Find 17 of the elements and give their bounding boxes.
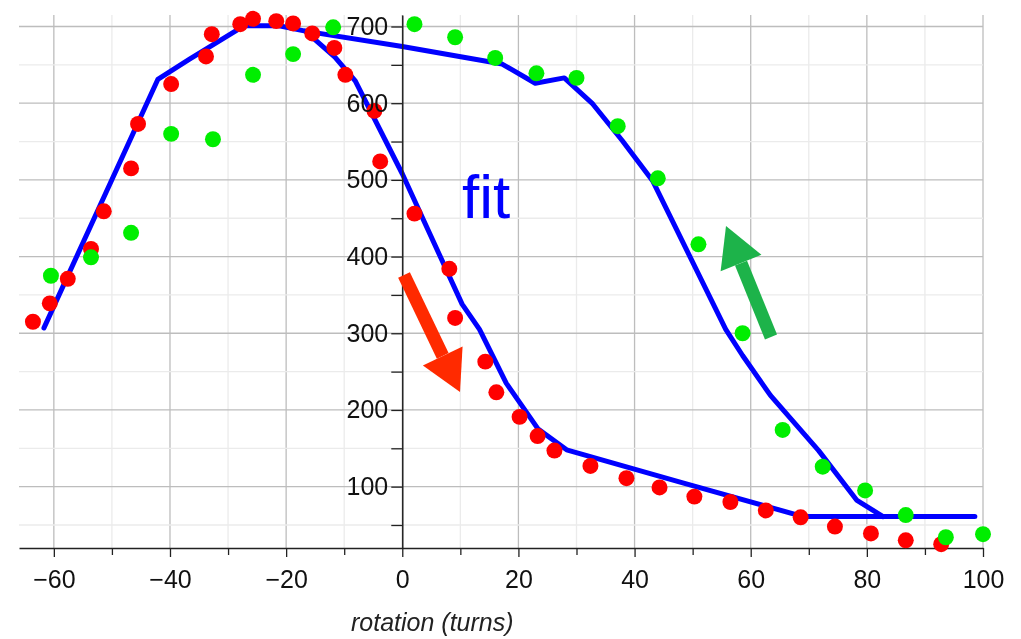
y-tick-label: 500 [346,165,389,194]
x-tick-label: 80 [853,564,882,593]
x-tick-label: −20 [265,564,308,593]
y-tick-label: 100 [346,472,389,501]
x-tick-label: 0 [395,564,410,593]
y-tick-label: 200 [346,395,389,424]
x-tick-label: −40 [149,564,192,593]
x-tick-label: 20 [505,564,533,593]
x-tick-label: 40 [621,564,649,593]
x-axis-title: rotation (turns) [351,608,514,636]
y-tick-label: 700 [346,12,389,40]
x-tick-label: 100 [962,564,1005,593]
x-tick-label: 60 [737,564,766,593]
y-tick-label: 400 [346,242,389,271]
y-tick-label: 300 [346,318,389,347]
x-tick-label: −60 [33,564,76,593]
annotation: fit [462,162,511,231]
